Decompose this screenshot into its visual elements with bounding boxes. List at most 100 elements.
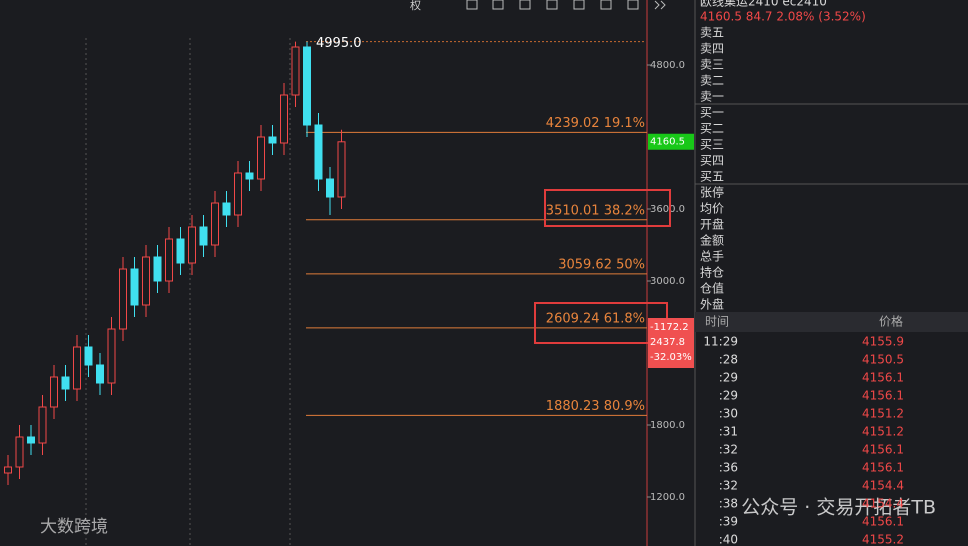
measure-label: -1172.2 (650, 322, 689, 333)
axis-label: 3600.0 (650, 204, 685, 215)
tick-price: 4156.1 (862, 461, 904, 475)
toolbar-icon[interactable] (492, 0, 504, 10)
toolbar-icon[interactable] (546, 0, 558, 10)
candle-body (188, 226, 196, 264)
field-label: 仓值 (700, 281, 724, 296)
candle-body (337, 141, 346, 198)
measure-box (648, 318, 694, 368)
tick-time: :40 (719, 533, 738, 546)
axis-label: 4800.0 (650, 60, 685, 71)
toolbar-button[interactable]: 权 (410, 0, 421, 12)
tick-time: :29 (719, 389, 738, 403)
book-label: 卖二 (700, 74, 724, 88)
watermark: 公众号 · 交易开拓者TB (741, 497, 936, 519)
candle-body (291, 46, 300, 96)
candle-body (314, 124, 323, 180)
candle-body (165, 238, 173, 282)
table-header: 时间 (705, 315, 729, 329)
field-label: 张停 (700, 185, 724, 200)
field-label: 持仓 (700, 265, 724, 280)
candle-body (222, 202, 231, 216)
high-label: 4995.0 (316, 36, 362, 51)
tick-price: 4155.9 (862, 335, 904, 349)
table-header: 价格 (879, 314, 903, 329)
last-price-box (648, 133, 694, 150)
candle-body (130, 268, 139, 306)
tick-time: :29 (719, 371, 738, 385)
fib-label: 2609.24 61.8% (546, 311, 645, 326)
axis-label: 1200.0 (650, 492, 685, 503)
tick-price: 4156.1 (862, 389, 904, 403)
measure-label: 2437.8 (650, 337, 685, 348)
fib-label: 1880.23 80.9% (546, 399, 645, 414)
tick-price: 4155.2 (862, 533, 904, 546)
tick-price: 4156.1 (862, 515, 904, 529)
tick-time: :32 (719, 479, 738, 493)
toolbar-icon[interactable] (519, 0, 531, 10)
tick-time: :36 (719, 461, 738, 475)
candle-body (326, 178, 334, 198)
book-label: 买二 (700, 122, 724, 136)
toolbar-icon[interactable] (627, 0, 639, 10)
candle-body (153, 256, 162, 282)
candle-body (303, 46, 311, 126)
candle-body (257, 136, 265, 180)
tick-price: 4151.2 (862, 425, 904, 439)
candle-body (268, 136, 277, 144)
tick-price: 4156.1 (862, 443, 904, 457)
highlight-box (544, 189, 671, 227)
candle-body (73, 346, 81, 390)
candle-body (15, 436, 24, 468)
toolbar-icon[interactable] (654, 0, 666, 10)
toolbar-icon[interactable] (573, 0, 585, 10)
candle-body (61, 376, 70, 390)
tick-price: 4151.2 (862, 407, 904, 421)
book-label: 卖一 (700, 90, 724, 104)
candle-body (107, 328, 116, 384)
field-label: 均价 (700, 202, 724, 216)
quote-line: 4160.5 84.7 2.08% (3.52%) (700, 10, 866, 24)
candle-body (84, 346, 93, 366)
tick-time: :28 (719, 353, 738, 367)
book-label: 卖三 (700, 58, 724, 72)
candle-body (27, 436, 35, 444)
tick-time: :31 (719, 425, 738, 439)
tick-time: :39 (719, 515, 738, 529)
field-label: 开盘 (700, 217, 724, 232)
candle-body (245, 172, 254, 180)
toolbar-icons (466, 0, 666, 10)
field-label: 金额 (700, 233, 724, 248)
candle-body (119, 268, 127, 330)
book-label: 买四 (700, 154, 724, 168)
contract-title: 欧线集运2410 ec2410 (700, 0, 827, 9)
field-label: 外盘 (700, 297, 724, 312)
book-label: 买五 (700, 170, 724, 184)
toolbar-icon[interactable] (466, 0, 478, 10)
measure-label: -32.03% (650, 352, 692, 363)
table-header-bg (695, 312, 968, 332)
tick-time: :32 (719, 443, 738, 457)
candle-body (38, 406, 47, 444)
last-price: 4160.5 (650, 137, 685, 148)
tick-time: 11:29 (703, 335, 738, 349)
book-label: 买一 (700, 106, 724, 120)
book-label: 卖五 (700, 26, 724, 40)
tick-time: :38 (719, 497, 738, 511)
candle-body (280, 94, 288, 144)
tick-time: :30 (719, 407, 738, 421)
tick-price: 4156.1 (862, 371, 904, 385)
candle-body (199, 226, 208, 246)
tick-price: 4154.4 (862, 479, 904, 493)
tick-price: 4150.5 (862, 353, 904, 367)
toolbar-icon[interactable] (600, 0, 612, 10)
candle-body (50, 376, 58, 408)
candle-body (176, 238, 185, 264)
axis-label: 1800.0 (650, 420, 685, 431)
candle-body (96, 364, 104, 384)
candle-body (4, 466, 12, 474)
tick-price: 4154.4 (862, 497, 904, 511)
fib-label: 3059.62 50% (558, 257, 645, 272)
book-label: 买三 (700, 138, 724, 152)
